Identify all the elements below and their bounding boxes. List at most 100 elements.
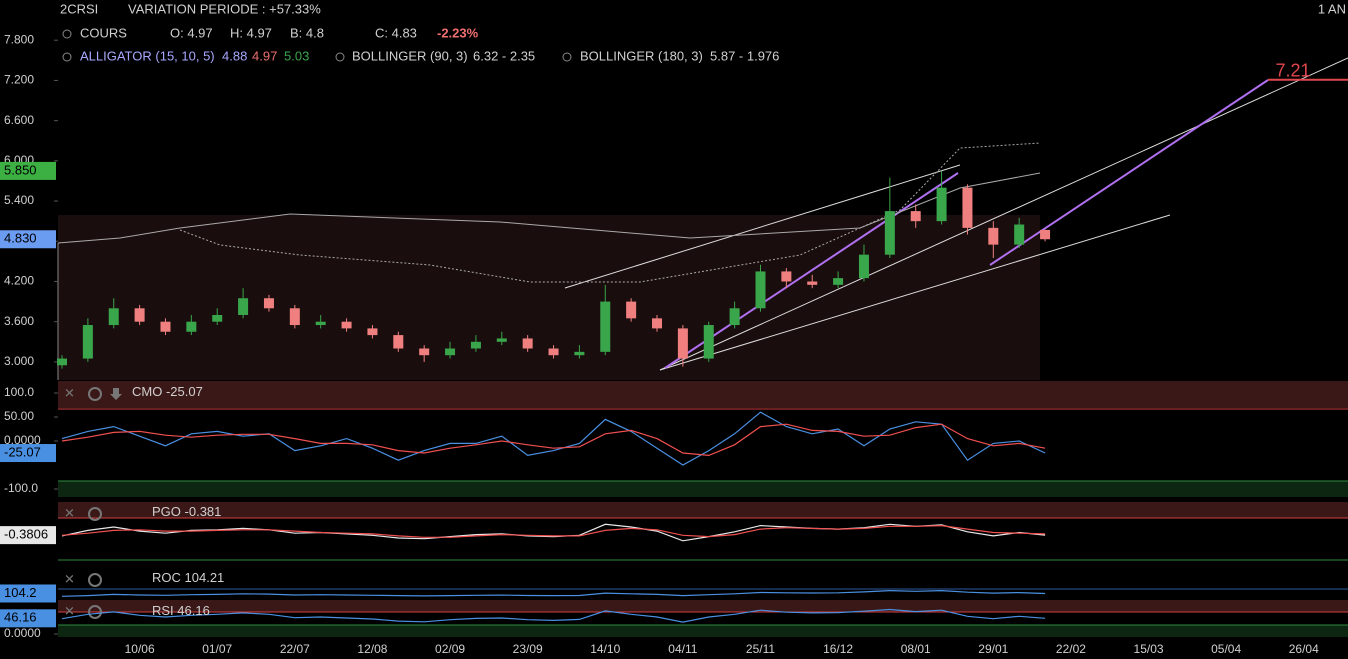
x-tick-label: 25/11 [746,642,775,656]
candle-body [833,278,844,285]
period[interactable]: 1 AN [1318,1,1346,16]
candle-body [652,318,663,329]
x-tick-label: 01/07 [202,642,232,656]
candle-body [884,211,895,255]
x-tick-label: 12/08 [357,642,387,656]
cmo-lower-band [58,481,1348,497]
candle-body [82,325,93,359]
y-tick-label: 5.400 [4,193,34,207]
symbol: 2CRSI [60,1,98,16]
indicator-line [61,423,1046,457]
candle-body [522,338,533,349]
x-tick-label: 16/12 [823,642,853,656]
pgo-header-band [58,502,1348,518]
candle-body [160,321,171,332]
value-marker [0,609,56,628]
candle-body [962,187,973,228]
x-tick-label: 22/07 [280,642,310,656]
candle-body [341,321,352,329]
candle-body [988,227,999,245]
svg-text:✕: ✕ [64,603,75,618]
candle-body [419,348,430,356]
price-marker-label: 5.850 [4,162,37,177]
value-marker-label: 46.16 [4,610,37,625]
candle-body [315,321,326,326]
cours-label: COURS [80,25,127,40]
candle-body [600,301,611,352]
y-tick-label: 3.600 [4,314,34,328]
high: H: 4.97 [230,25,272,40]
bollinger: BOLLINGER (180, 3) [580,48,703,63]
rsi-lower-band [58,625,1348,637]
variation: VARIATION PERIODE : +57.33% [128,1,321,16]
legend-name: PGO [152,504,181,519]
value-marker-label: 104.2 [4,585,37,600]
indicator-legend: ROC 104.21 [152,570,224,585]
y-tick-label: 0.0000 [4,626,41,640]
alligator-value: 4.88 [222,48,247,63]
indicator-legend: CMO -25.07 [132,384,203,399]
legend-name: RSI [152,603,174,618]
x-tick-label: 26/04 [1289,642,1319,656]
candle-body [910,211,921,222]
candle-body [496,338,507,342]
candle-body [445,348,456,356]
x-tick-label: 02/09 [435,642,465,656]
candle-body [57,358,67,366]
bollinger-value: 6.32 - 2.35 [473,48,535,63]
indicator-legend: PGO -0.381 [152,504,221,519]
x-tick-label: 10/06 [125,642,155,656]
candle-body [289,308,300,326]
channel-bottom [659,214,1171,371]
value-marker [0,526,56,545]
indicator-line [61,524,1046,538]
legend-name: ROC [152,570,181,585]
indicator-line [61,608,1046,623]
candle-body [677,328,688,359]
panel-icons: ✕ ✕ ✕ ✕ [64,385,122,619]
low: B: 4.8 [290,25,324,40]
x-tick-label: 08/01 [901,642,931,656]
candle-body [108,308,119,326]
x-tick-label: 14/10 [590,642,620,656]
value-marker [0,584,56,603]
rsi-upper-band [58,600,1348,612]
bollinger: BOLLINGER (90, 3) [352,48,468,63]
candle-body [134,308,145,322]
candle-body [1014,224,1025,245]
change: -2.23% [437,25,479,40]
projection-line [989,79,1269,266]
candle-body [936,187,947,222]
y-tick-label: 100.0 [4,385,34,399]
legend-name: CMO [132,384,162,399]
candle-body [574,351,585,356]
y-tick-label: 50.00 [4,409,34,423]
candle-body [470,341,481,349]
y-tick-label: 7.200 [4,73,34,87]
channel-mid [564,164,961,289]
value-marker-label: -0.3806 [4,527,48,542]
annotation-label: 7.21 [1275,61,1310,81]
candle-body [212,314,223,322]
candle-body [367,328,378,336]
candle-body [626,301,637,319]
x-tick-label: 04/11 [668,642,697,656]
indicator-legend: RSI 46.16 [152,603,210,618]
legend-value: 46.16 [177,603,210,618]
cmo-header-band [58,381,1348,408]
x-tick-label: 15/03 [1134,642,1164,656]
price-marker [0,161,56,180]
candle-body [548,348,559,356]
indicator-line [61,411,1046,466]
y-tick-label: 0.0000 [4,433,41,447]
value-marker-label: -25.07 [4,444,41,459]
candle-body [858,254,869,279]
y-tick-label: 4.200 [4,274,34,288]
close: C: 4.83 [375,25,417,40]
value-marker [0,444,56,463]
y-tick-label: 6.600 [4,113,34,127]
x-tick-label: 29/01 [978,642,1008,656]
alligator-value: 4.97 [252,48,277,63]
candle-body [781,271,792,282]
